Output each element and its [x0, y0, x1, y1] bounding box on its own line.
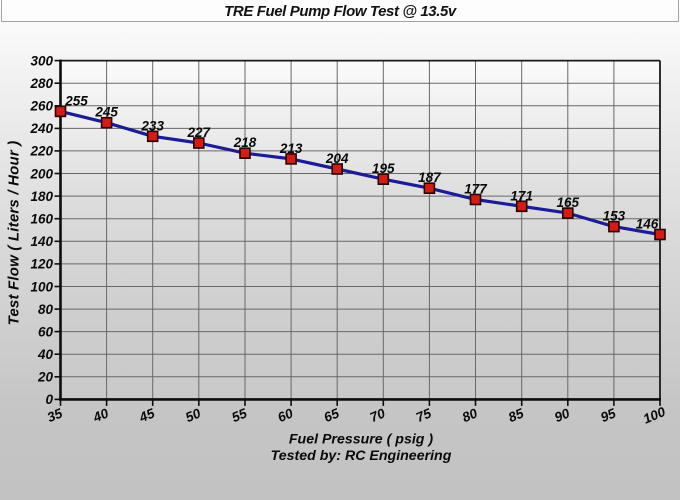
svg-text:70: 70	[368, 405, 388, 425]
svg-text:177: 177	[464, 182, 488, 197]
svg-text:218: 218	[233, 135, 257, 150]
svg-text:80: 80	[460, 405, 480, 425]
svg-text:255: 255	[64, 93, 88, 108]
svg-text:45: 45	[136, 405, 157, 425]
svg-text:204: 204	[325, 151, 349, 166]
svg-text:TRE Fuel Pump Flow Test @ 13.5: TRE Fuel Pump Flow Test @ 13.5v	[224, 3, 458, 20]
svg-text:195: 195	[372, 161, 395, 176]
svg-text:60: 60	[275, 405, 295, 425]
svg-text:90: 90	[552, 405, 572, 425]
svg-text:50: 50	[183, 405, 203, 425]
svg-text:Fuel Pressure ( psig ): Fuel Pressure ( psig )	[289, 432, 434, 448]
svg-text:165: 165	[557, 195, 580, 210]
svg-text:153: 153	[603, 209, 626, 224]
svg-text:40: 40	[90, 405, 111, 425]
svg-text:171: 171	[510, 188, 533, 203]
svg-text:160: 160	[30, 212, 53, 227]
svg-text:20: 20	[37, 370, 54, 385]
svg-text:40: 40	[37, 347, 54, 362]
svg-text:100: 100	[30, 279, 53, 294]
svg-text:95: 95	[598, 405, 618, 425]
svg-text:260: 260	[29, 99, 53, 114]
svg-text:245: 245	[94, 105, 118, 120]
svg-text:60: 60	[38, 324, 54, 339]
svg-text:80: 80	[38, 302, 54, 317]
svg-text:55: 55	[229, 405, 249, 425]
svg-text:35: 35	[45, 405, 65, 425]
svg-text:200: 200	[29, 166, 53, 181]
svg-text:227: 227	[187, 125, 212, 140]
svg-text:180: 180	[30, 189, 53, 204]
svg-text:220: 220	[29, 144, 53, 159]
svg-text:300: 300	[30, 53, 53, 68]
svg-text:Test Flow ( Liters / Hour ): Test Flow ( Liters / Hour )	[6, 141, 23, 326]
svg-text:213: 213	[279, 141, 303, 156]
svg-text:240: 240	[29, 121, 53, 136]
svg-text:187: 187	[418, 170, 442, 185]
svg-text:Tested by: RC Engineering: Tested by: RC Engineering	[271, 448, 452, 464]
svg-text:75: 75	[414, 405, 434, 425]
svg-text:65: 65	[322, 405, 342, 425]
svg-text:0: 0	[45, 392, 53, 407]
svg-text:146: 146	[636, 217, 659, 232]
svg-text:85: 85	[506, 405, 526, 425]
svg-text:280: 280	[29, 76, 53, 91]
svg-text:233: 233	[140, 118, 164, 133]
svg-text:140: 140	[30, 234, 53, 249]
svg-text:120: 120	[30, 257, 53, 272]
